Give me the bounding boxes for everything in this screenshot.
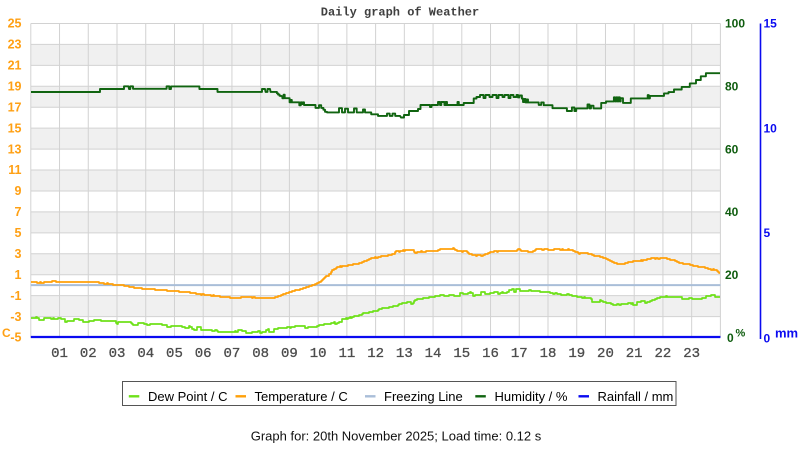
svg-text:0: 0 xyxy=(727,331,734,345)
svg-text:13: 13 xyxy=(396,346,413,362)
svg-text:mm: mm xyxy=(775,326,798,341)
svg-text:07: 07 xyxy=(224,346,241,362)
svg-text:23: 23 xyxy=(683,346,700,362)
svg-text:04: 04 xyxy=(137,346,154,362)
svg-text:19: 19 xyxy=(568,346,585,362)
svg-text:60: 60 xyxy=(725,142,739,156)
svg-text:17: 17 xyxy=(8,100,22,114)
svg-text:15: 15 xyxy=(453,346,470,362)
svg-text:3: 3 xyxy=(15,247,22,261)
svg-text:80: 80 xyxy=(725,80,739,94)
svg-text:13: 13 xyxy=(8,142,22,156)
svg-text:5: 5 xyxy=(764,226,771,240)
svg-text:Temperature / C: Temperature / C xyxy=(255,389,348,404)
svg-text:40: 40 xyxy=(725,205,739,219)
svg-text:0: 0 xyxy=(764,332,771,346)
svg-text:9: 9 xyxy=(15,184,22,198)
svg-text:20: 20 xyxy=(725,268,739,282)
svg-text:-5: -5 xyxy=(10,331,21,345)
svg-text:01: 01 xyxy=(51,346,68,362)
svg-text:03: 03 xyxy=(109,346,126,362)
svg-text:Daily graph of Weather: Daily graph of Weather xyxy=(321,6,479,20)
svg-text:-3: -3 xyxy=(10,310,21,324)
svg-text:14: 14 xyxy=(425,346,442,362)
svg-text:%: % xyxy=(736,328,746,340)
svg-text:05: 05 xyxy=(166,346,183,362)
svg-text:12: 12 xyxy=(367,346,384,362)
svg-text:100: 100 xyxy=(725,17,745,31)
svg-text:C: C xyxy=(2,326,11,340)
svg-text:10: 10 xyxy=(764,121,778,135)
svg-text:22: 22 xyxy=(655,346,672,362)
svg-text:1: 1 xyxy=(15,268,22,282)
svg-text:7: 7 xyxy=(15,205,22,219)
svg-text:21: 21 xyxy=(8,59,22,73)
svg-text:11: 11 xyxy=(338,346,355,362)
svg-text:25: 25 xyxy=(8,17,22,31)
svg-text:Rainfall / mm: Rainfall / mm xyxy=(598,389,674,404)
svg-text:20: 20 xyxy=(597,346,614,362)
svg-text:11: 11 xyxy=(8,163,21,177)
svg-text:Dew Point / C: Dew Point / C xyxy=(148,389,227,404)
svg-text:Humidity / %: Humidity / % xyxy=(495,389,568,404)
svg-text:23: 23 xyxy=(8,38,22,52)
svg-text:17: 17 xyxy=(511,346,528,362)
svg-text:08: 08 xyxy=(252,346,269,362)
svg-text:06: 06 xyxy=(195,346,212,362)
svg-text:18: 18 xyxy=(540,346,557,362)
svg-text:Freezing Line: Freezing Line xyxy=(384,389,463,404)
svg-text:15: 15 xyxy=(764,17,778,31)
svg-text:02: 02 xyxy=(80,346,97,362)
svg-text:16: 16 xyxy=(482,346,499,362)
svg-text:09: 09 xyxy=(281,346,298,362)
svg-text:10: 10 xyxy=(310,346,327,362)
svg-text:15: 15 xyxy=(8,121,22,135)
svg-text:Graph for: 20th November 2025;: Graph for: 20th November 2025; Load time… xyxy=(251,429,542,444)
svg-text:19: 19 xyxy=(8,80,22,94)
svg-text:5: 5 xyxy=(15,226,22,240)
svg-text:21: 21 xyxy=(626,346,643,362)
svg-text:-1: -1 xyxy=(10,289,21,303)
